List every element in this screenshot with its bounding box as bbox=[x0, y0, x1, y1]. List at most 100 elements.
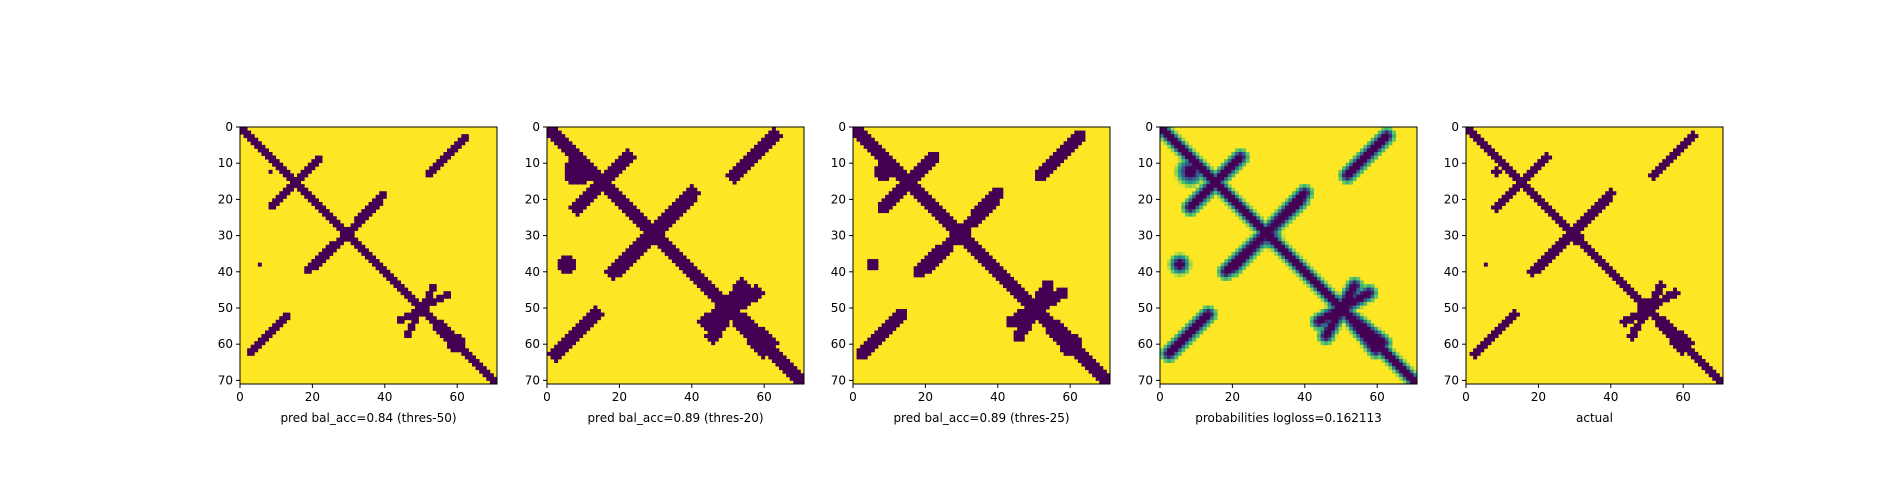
heatmap-cell bbox=[1680, 141, 1685, 146]
heatmap-cell bbox=[881, 209, 886, 214]
heatmap-cell bbox=[1024, 312, 1029, 317]
heatmap-cell bbox=[1217, 176, 1222, 181]
heatmap-cell bbox=[1342, 284, 1347, 289]
heatmap-cell bbox=[679, 209, 684, 214]
heatmap-cell bbox=[1070, 144, 1075, 149]
heatmap-cell bbox=[1052, 301, 1057, 306]
heatmap-cell bbox=[1608, 187, 1613, 192]
heatmap-cell bbox=[718, 330, 723, 335]
heatmap-cell bbox=[1288, 198, 1293, 203]
heatmap-cell bbox=[1281, 255, 1286, 260]
heatmap-cell bbox=[1249, 212, 1254, 217]
heatmap-cell bbox=[870, 334, 875, 338]
heatmap-cell bbox=[1512, 309, 1517, 314]
heatmap-cell bbox=[910, 184, 915, 189]
y-tick-label: 10 bbox=[525, 156, 540, 170]
heatmap-cell bbox=[988, 194, 993, 199]
heatmap-cell bbox=[1698, 359, 1702, 363]
heatmap-cell bbox=[586, 166, 591, 171]
heatmap-cell bbox=[657, 226, 662, 231]
heatmap-cell bbox=[1594, 259, 1599, 264]
heatmap-cell bbox=[1170, 259, 1175, 264]
heatmap-cell bbox=[264, 148, 269, 153]
heatmap-cell bbox=[557, 144, 562, 149]
heatmap-cell bbox=[1252, 251, 1257, 256]
heatmap-cell bbox=[1170, 348, 1175, 353]
heatmap-cell bbox=[464, 355, 469, 360]
heatmap-cell bbox=[1701, 359, 1706, 363]
heatmap-cell bbox=[739, 276, 744, 281]
heatmap-cell bbox=[1060, 326, 1064, 331]
heatmap-cell bbox=[736, 162, 741, 167]
heatmap-cell bbox=[1342, 312, 1347, 317]
heatmap-cell bbox=[1284, 223, 1289, 228]
heatmap-cell bbox=[1515, 176, 1520, 181]
heatmap-cell bbox=[454, 334, 459, 338]
heatmap-cell bbox=[1077, 137, 1082, 142]
heatmap-cell bbox=[279, 319, 284, 324]
heatmap-cell bbox=[725, 173, 730, 178]
heatmap-cell bbox=[999, 266, 1004, 271]
heatmap-cell bbox=[1338, 169, 1343, 174]
heatmap-cell bbox=[1245, 241, 1250, 246]
heatmap-cell bbox=[910, 169, 915, 174]
heatmap-cell bbox=[1673, 148, 1677, 153]
heatmap-cell bbox=[1533, 191, 1538, 196]
heatmap-cell bbox=[1537, 262, 1542, 267]
heatmap-cell bbox=[1377, 341, 1382, 346]
heatmap-cell bbox=[297, 184, 302, 189]
heatmap-cell bbox=[1309, 319, 1314, 324]
heatmap-cell bbox=[1573, 223, 1578, 228]
heatmap-cell bbox=[1249, 237, 1254, 242]
heatmap-cell bbox=[600, 312, 605, 317]
heatmap-cell bbox=[568, 176, 573, 181]
heatmap-cell bbox=[286, 173, 291, 178]
heatmap-cell bbox=[729, 309, 734, 314]
heatmap-cell bbox=[1231, 255, 1236, 260]
heatmap-cell bbox=[1473, 130, 1478, 135]
heatmap-cell bbox=[714, 309, 719, 314]
heatmap-cell bbox=[1184, 169, 1189, 174]
heatmap-cell bbox=[1035, 169, 1040, 174]
heatmap-cell bbox=[693, 276, 698, 281]
heatmap-cell bbox=[550, 348, 555, 353]
heatmap-cell bbox=[1292, 262, 1297, 267]
heatmap-cell bbox=[1049, 284, 1054, 289]
heatmap-cell bbox=[1374, 137, 1379, 142]
heatmap-cell bbox=[357, 248, 362, 253]
heatmap-cell bbox=[977, 259, 982, 264]
heatmap-cell bbox=[682, 262, 687, 267]
heatmap-cell bbox=[1081, 348, 1086, 353]
heatmap-cell bbox=[1177, 148, 1182, 153]
heatmap-cell bbox=[1665, 294, 1670, 299]
heatmap-cell bbox=[1042, 166, 1047, 171]
heatmap-cell bbox=[1384, 348, 1389, 353]
heatmap-cell bbox=[704, 312, 709, 317]
heatmap-cell bbox=[1181, 151, 1186, 156]
heatmap-cell bbox=[949, 219, 954, 224]
heatmap-cell bbox=[575, 148, 580, 153]
heatmap-cell bbox=[1306, 262, 1311, 267]
heatmap-cell bbox=[679, 198, 684, 203]
heatmap-cell bbox=[1038, 301, 1043, 306]
heatmap-cell bbox=[1063, 155, 1068, 160]
heatmap-cell bbox=[696, 276, 701, 281]
heatmap-cell bbox=[443, 323, 448, 328]
heatmap-cell bbox=[1594, 251, 1599, 256]
heatmap-cell bbox=[1349, 169, 1354, 174]
heatmap-cell bbox=[1281, 251, 1286, 256]
heatmap-cell bbox=[1359, 155, 1364, 160]
heatmap-cell bbox=[1406, 373, 1411, 378]
heatmap-cell bbox=[917, 166, 922, 171]
heatmap-cell bbox=[329, 248, 334, 253]
heatmap-cell bbox=[639, 212, 644, 217]
heatmap-cell bbox=[1224, 173, 1229, 178]
heatmap-cell bbox=[429, 294, 434, 299]
heatmap-cell bbox=[329, 219, 334, 224]
heatmap-cell bbox=[1206, 191, 1211, 196]
heatmap-cell bbox=[1288, 255, 1293, 260]
heatmap-cell bbox=[1042, 294, 1047, 299]
heatmap-cell bbox=[1612, 273, 1617, 278]
heatmap-cell bbox=[1181, 148, 1186, 153]
